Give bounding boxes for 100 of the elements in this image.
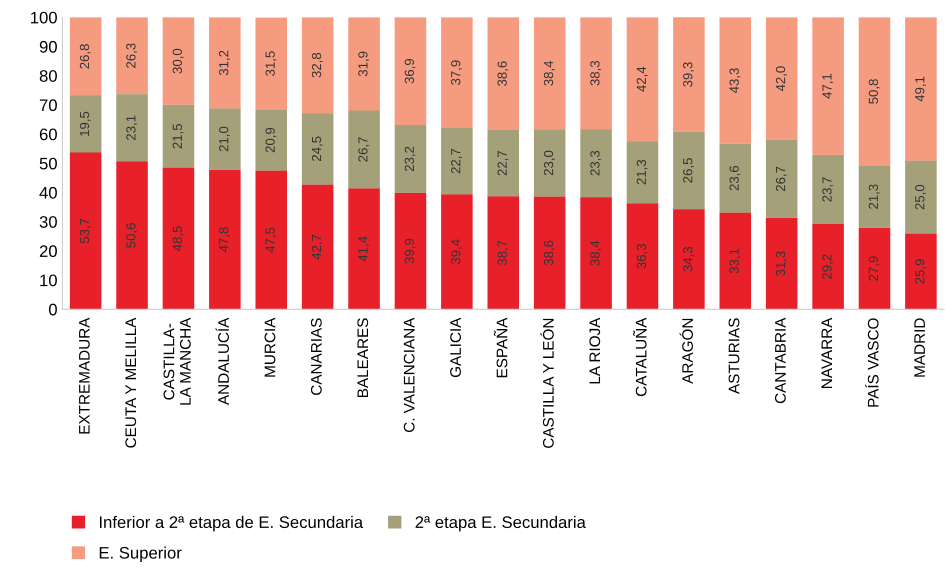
bar <box>348 188 380 310</box>
data-label: 53,7 <box>80 218 91 244</box>
bar <box>162 104 194 168</box>
x-tick-label: ANDALUCÍA <box>216 318 229 406</box>
data-label: 31,3 <box>776 251 787 276</box>
bar <box>534 129 566 197</box>
x-tick-label: PAÍS VASCO <box>865 318 879 407</box>
bar <box>70 17 102 96</box>
data-label: 22,7 <box>497 150 508 176</box>
bar <box>116 94 148 162</box>
data-label: 47,8 <box>219 227 230 252</box>
data-label: 26,7 <box>776 166 787 192</box>
data-label: 26,5 <box>683 158 694 183</box>
bar <box>441 128 473 194</box>
data-label: 25,0 <box>915 184 926 210</box>
data-label: 23,7 <box>822 177 834 202</box>
bar <box>209 108 241 170</box>
y-tick-label: 30 <box>40 216 57 228</box>
bar <box>766 218 798 310</box>
data-label: 23,6 <box>729 166 740 190</box>
bar <box>812 224 844 310</box>
bar <box>720 17 752 144</box>
data-label: 38,4 <box>590 240 602 266</box>
bar <box>394 17 426 126</box>
bar <box>858 17 890 166</box>
data-label: 27,9 <box>868 256 880 281</box>
x-tick-label: NAVARRA <box>822 318 832 388</box>
bar <box>720 212 752 310</box>
x-tick-label: CASTILLA- LA MANCHA <box>164 318 191 405</box>
data-label: 26,8 <box>80 44 91 69</box>
bar <box>673 17 705 132</box>
bar <box>441 194 473 310</box>
x-tick-label: ARAGÓN <box>680 318 693 384</box>
data-label: 19,5 <box>80 112 91 136</box>
data-label: 47,1 <box>822 74 834 99</box>
data-label: 21,5 <box>172 124 184 148</box>
bar <box>766 140 798 218</box>
bar <box>673 209 705 310</box>
data-label: 38,3 <box>590 60 602 86</box>
data-label: 31,2 <box>219 50 230 76</box>
legend-label: Inferior a 2ª etapa de E. Secundaria <box>100 516 364 532</box>
bar <box>812 154 844 224</box>
data-label: 36,3 <box>636 244 648 269</box>
data-label: 29,2 <box>822 254 834 279</box>
data-label: 39,4 <box>451 239 462 264</box>
x-tick-label: C. VALENCIANA <box>404 318 415 432</box>
x-tick-label: CASTILLA Y LEÓN <box>540 318 554 448</box>
data-label: 20,9 <box>265 128 276 152</box>
y-tick-label: 0 <box>48 304 57 316</box>
data-label: 36,9 <box>404 58 416 84</box>
data-label: 39,3 <box>683 62 694 87</box>
x-tick-label: MURCIA <box>264 318 276 377</box>
bar <box>348 17 380 110</box>
y-tick-label: 20 <box>40 245 57 258</box>
bar <box>626 141 658 204</box>
data-label: 31,5 <box>265 51 276 76</box>
data-label: 49,1 <box>915 76 926 102</box>
data-label: 25,9 <box>915 259 926 284</box>
bar <box>255 110 288 171</box>
bar <box>905 160 937 234</box>
data-label: 42,7 <box>312 234 323 260</box>
data-label: 39,9 <box>404 238 416 264</box>
data-label: 50,8 <box>868 79 880 104</box>
bar <box>209 170 241 310</box>
data-label: 22,7 <box>451 148 462 174</box>
data-label: 21,3 <box>636 160 648 184</box>
bar <box>302 113 334 185</box>
y-tick-label: 70 <box>40 99 57 112</box>
data-label: 21,0 <box>219 126 230 152</box>
x-tick-label: CANTABRIA <box>774 318 786 404</box>
bar <box>255 18 288 110</box>
data-label: 32,8 <box>312 52 323 78</box>
bar <box>209 17 241 108</box>
y-tick-label: 90 <box>40 40 57 53</box>
data-label: 38,4 <box>544 60 555 86</box>
legend-label: 2ª etapa E. Secundaria <box>416 516 586 532</box>
y-tick-label: 60 <box>40 128 57 140</box>
data-label: 48,5 <box>172 226 184 252</box>
data-label: 34,3 <box>683 246 694 272</box>
bar <box>487 17 520 130</box>
x-tick-label: CATALUÑA <box>633 318 647 396</box>
bar <box>812 17 844 155</box>
data-label: 43,3 <box>729 68 740 94</box>
bar <box>905 17 937 161</box>
bar <box>116 17 148 94</box>
x-tick-label: CEUTA Y MELILLA <box>125 318 136 448</box>
data-label: 37,9 <box>451 60 462 85</box>
bar <box>626 17 658 142</box>
bar <box>858 228 890 310</box>
y-tick-label: 50 <box>40 158 57 170</box>
x-tick-label: MADRID <box>914 318 925 377</box>
bar <box>70 152 102 310</box>
bar <box>255 170 288 310</box>
data-label: 38,6 <box>544 240 555 266</box>
data-label: 33,1 <box>729 248 740 274</box>
x-tick-label: ASTURIAS <box>728 318 740 394</box>
data-label: 42,4 <box>636 66 648 92</box>
x-tick-label: EXTREMADURA <box>79 318 90 434</box>
bar <box>162 168 194 310</box>
bar <box>905 234 937 310</box>
